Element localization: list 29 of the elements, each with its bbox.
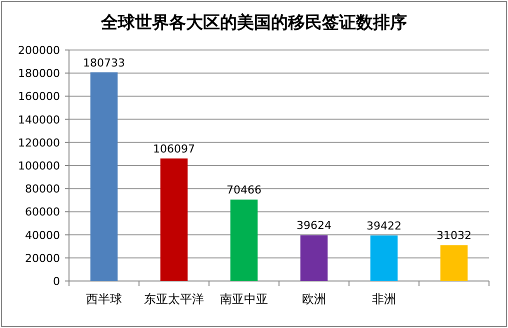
y-tick-label: 140000: [18, 113, 60, 126]
bar: [230, 200, 258, 281]
chart-title: 全球世界各大区的美国的移民签证数排序: [100, 13, 407, 33]
bar: [90, 72, 118, 281]
y-tick-label: 80000: [25, 182, 60, 196]
data-label: 106097: [153, 142, 195, 156]
y-tick-label: 20000: [25, 252, 60, 265]
x-tick-label: 西半球: [86, 292, 122, 306]
data-label: 39422: [366, 219, 402, 232]
y-tick-label: 120000: [18, 136, 60, 150]
data-label: 39624: [296, 219, 332, 232]
x-tick-label: 东亚太平洋: [144, 292, 204, 306]
bar: [370, 235, 398, 281]
y-tick-label: 100000: [18, 160, 60, 172]
y-tick-label: 180000: [18, 67, 60, 80]
x-tick-label: 欧洲: [302, 292, 326, 306]
y-tick-label: 0: [53, 275, 60, 288]
x-tick-label: 非洲: [372, 292, 396, 306]
bar: [440, 245, 468, 281]
y-tick-label: 60000: [25, 206, 60, 219]
data-label: 31032: [436, 229, 472, 242]
bar: [300, 235, 328, 281]
bar: [160, 158, 188, 281]
x-tick-label: 南亚中亚: [220, 292, 268, 306]
y-tick-label: 200000: [18, 44, 60, 57]
y-tick-label: 40000: [25, 228, 60, 242]
y-tick-label: 160000: [18, 90, 60, 104]
data-label: 70466: [226, 184, 262, 197]
data-label: 180733: [83, 56, 125, 70]
